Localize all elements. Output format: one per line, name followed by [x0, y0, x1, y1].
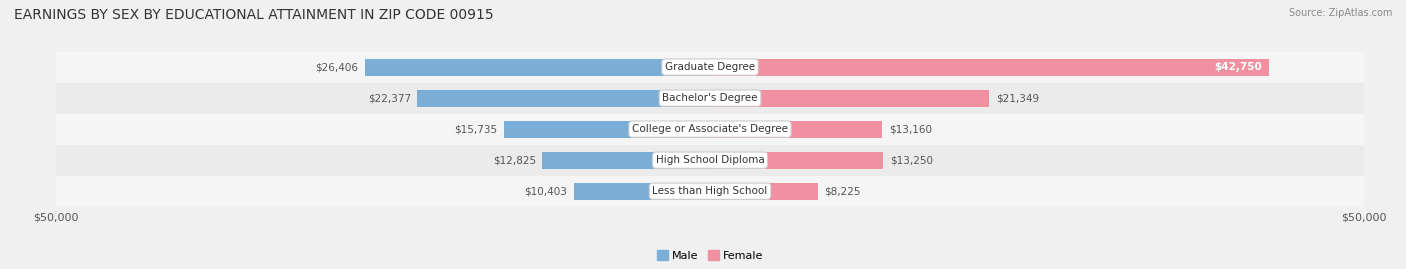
Bar [543, 152, 710, 169]
Text: $13,250: $13,250 [890, 155, 932, 165]
Bar [710, 183, 817, 200]
Text: $10,403: $10,403 [524, 186, 568, 196]
Legend: Male, Female: Male, Female [652, 246, 768, 266]
Text: EARNINGS BY SEX BY EDUCATIONAL ATTAINMENT IN ZIP CODE 00915: EARNINGS BY SEX BY EDUCATIONAL ATTAINMEN… [14, 8, 494, 22]
Bar [56, 145, 1364, 176]
Text: $26,406: $26,406 [315, 62, 359, 72]
Text: Graduate Degree: Graduate Degree [665, 62, 755, 72]
Bar [710, 58, 1270, 76]
Text: $8,225: $8,225 [824, 186, 860, 196]
Bar [710, 152, 883, 169]
Bar [56, 176, 1364, 207]
Text: Less than High School: Less than High School [652, 186, 768, 196]
Bar [364, 58, 710, 76]
Text: Bachelor's Degree: Bachelor's Degree [662, 93, 758, 103]
Bar [710, 121, 882, 138]
Text: $13,160: $13,160 [889, 124, 932, 134]
Bar [56, 83, 1364, 114]
Bar [418, 90, 710, 107]
Text: $42,750: $42,750 [1215, 62, 1263, 72]
Text: $21,349: $21,349 [995, 93, 1039, 103]
Bar [56, 114, 1364, 145]
Text: High School Diploma: High School Diploma [655, 155, 765, 165]
Text: College or Associate's Degree: College or Associate's Degree [633, 124, 787, 134]
Bar [710, 90, 990, 107]
Bar [505, 121, 710, 138]
Bar [56, 52, 1364, 83]
Text: $12,825: $12,825 [492, 155, 536, 165]
Bar [574, 183, 710, 200]
Text: $15,735: $15,735 [454, 124, 498, 134]
Text: Source: ZipAtlas.com: Source: ZipAtlas.com [1288, 8, 1392, 18]
Text: $22,377: $22,377 [368, 93, 411, 103]
